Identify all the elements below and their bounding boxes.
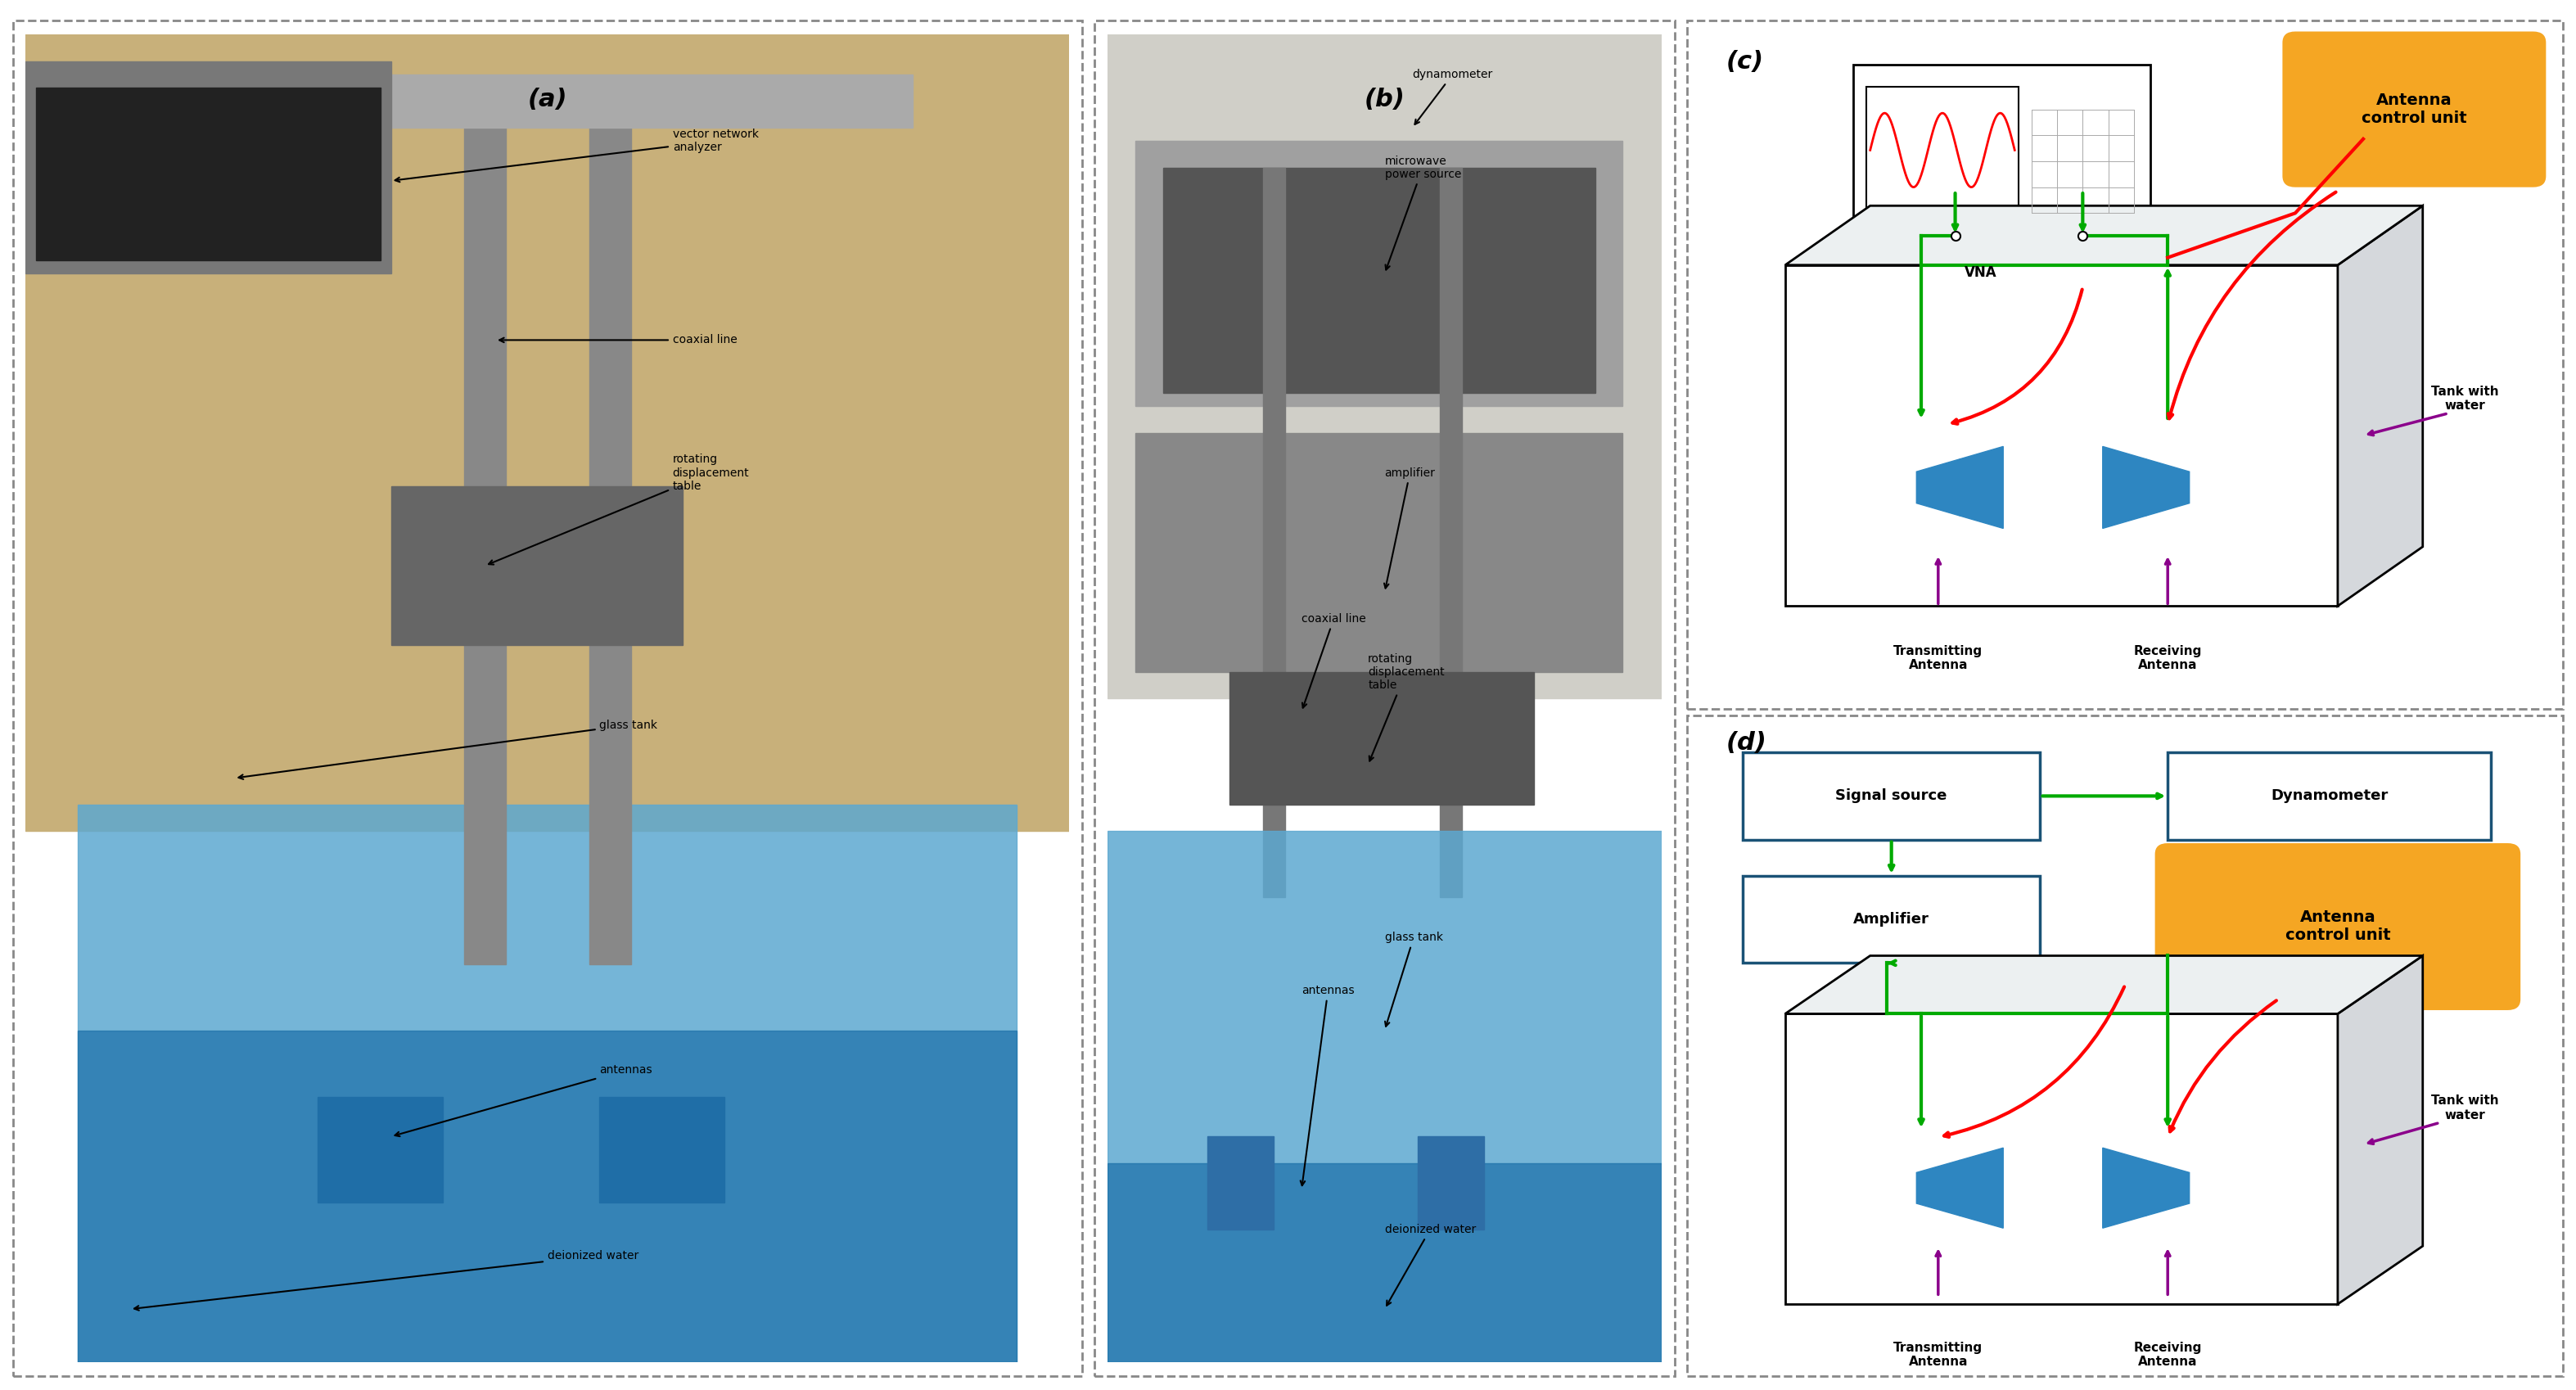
FancyBboxPatch shape bbox=[2169, 752, 2491, 840]
Bar bbox=[183, 75, 912, 128]
Text: antennas: antennas bbox=[1301, 984, 1355, 1186]
Polygon shape bbox=[2146, 1161, 2190, 1216]
Text: (d): (d) bbox=[1726, 731, 1767, 755]
Text: Dynamometer: Dynamometer bbox=[2269, 788, 2388, 803]
FancyBboxPatch shape bbox=[1741, 752, 2040, 840]
FancyBboxPatch shape bbox=[1741, 876, 2040, 963]
Polygon shape bbox=[2102, 1148, 2146, 1229]
Text: deionized water: deionized water bbox=[134, 1250, 639, 1311]
Bar bbox=[1136, 140, 1623, 406]
Bar bbox=[1108, 1163, 1662, 1362]
Polygon shape bbox=[2102, 446, 2146, 528]
Bar bbox=[77, 1030, 1018, 1362]
Bar bbox=[1108, 35, 1662, 699]
Bar bbox=[1164, 168, 1595, 393]
Text: Antenna
control unit: Antenna control unit bbox=[2362, 93, 2468, 126]
Bar bbox=[317, 1097, 443, 1202]
Text: Tank with
water: Tank with water bbox=[2432, 385, 2499, 411]
Text: Receiving
Antenna: Receiving Antenna bbox=[2133, 1341, 2202, 1368]
Polygon shape bbox=[2339, 206, 2421, 606]
Polygon shape bbox=[1917, 1161, 1960, 1216]
Text: (b): (b) bbox=[1365, 88, 1404, 111]
Text: dynamometer: dynamometer bbox=[1412, 70, 1492, 124]
Text: Amplifier: Amplifier bbox=[1852, 912, 1929, 927]
Text: Signal source: Signal source bbox=[1837, 788, 1947, 803]
Text: Antenna
control unit: Antenna control unit bbox=[2285, 910, 2391, 944]
Polygon shape bbox=[1785, 206, 2421, 265]
Text: VNA: VNA bbox=[1965, 265, 1996, 279]
Polygon shape bbox=[2146, 459, 2190, 516]
Text: glass tank: glass tank bbox=[1386, 931, 1443, 1026]
Text: vector network
analyzer: vector network analyzer bbox=[394, 129, 757, 182]
Bar bbox=[464, 101, 505, 965]
Polygon shape bbox=[1785, 956, 2421, 1013]
Text: microwave
power source: microwave power source bbox=[1386, 156, 1461, 270]
FancyBboxPatch shape bbox=[2156, 844, 2519, 1011]
Text: rotating
displacement
table: rotating displacement table bbox=[1368, 653, 1445, 760]
Bar bbox=[77, 805, 1018, 1362]
Text: glass tank: glass tank bbox=[240, 719, 657, 780]
Bar bbox=[1852, 65, 2151, 235]
Text: antennas: antennas bbox=[394, 1065, 652, 1137]
Polygon shape bbox=[1960, 1148, 2004, 1229]
Bar bbox=[600, 1097, 724, 1202]
Bar bbox=[590, 101, 631, 965]
Text: coaxial line: coaxial line bbox=[1301, 613, 1365, 708]
Polygon shape bbox=[2339, 956, 2421, 1304]
Text: deionized water: deionized water bbox=[1386, 1223, 1476, 1305]
Bar bbox=[1262, 168, 1285, 898]
Text: Transmitting
Antenna: Transmitting Antenna bbox=[1893, 1341, 1984, 1368]
Bar bbox=[36, 88, 381, 260]
Text: coaxial line: coaxial line bbox=[500, 335, 737, 346]
Bar bbox=[1136, 434, 1623, 671]
Bar bbox=[1865, 88, 2020, 213]
Text: Transmitting
Antenna: Transmitting Antenna bbox=[1893, 645, 1984, 671]
Text: rotating
displacement
table: rotating displacement table bbox=[489, 453, 750, 564]
Bar bbox=[1440, 168, 1463, 898]
Bar bbox=[26, 61, 392, 274]
Polygon shape bbox=[1960, 446, 2004, 528]
Text: Tank with
water: Tank with water bbox=[2432, 1095, 2499, 1122]
FancyBboxPatch shape bbox=[2282, 32, 2545, 188]
Text: Receiving
Antenna: Receiving Antenna bbox=[2133, 645, 2202, 671]
Polygon shape bbox=[1917, 459, 1960, 516]
Bar bbox=[26, 35, 1069, 831]
Bar bbox=[1417, 1137, 1484, 1230]
Bar bbox=[1229, 671, 1535, 805]
Text: amplifier: amplifier bbox=[1383, 467, 1435, 588]
Text: (a): (a) bbox=[528, 88, 567, 111]
Bar bbox=[392, 486, 683, 645]
Bar bbox=[1208, 1137, 1275, 1230]
Bar bbox=[1108, 831, 1662, 1362]
Text: (c): (c) bbox=[1726, 50, 1765, 74]
